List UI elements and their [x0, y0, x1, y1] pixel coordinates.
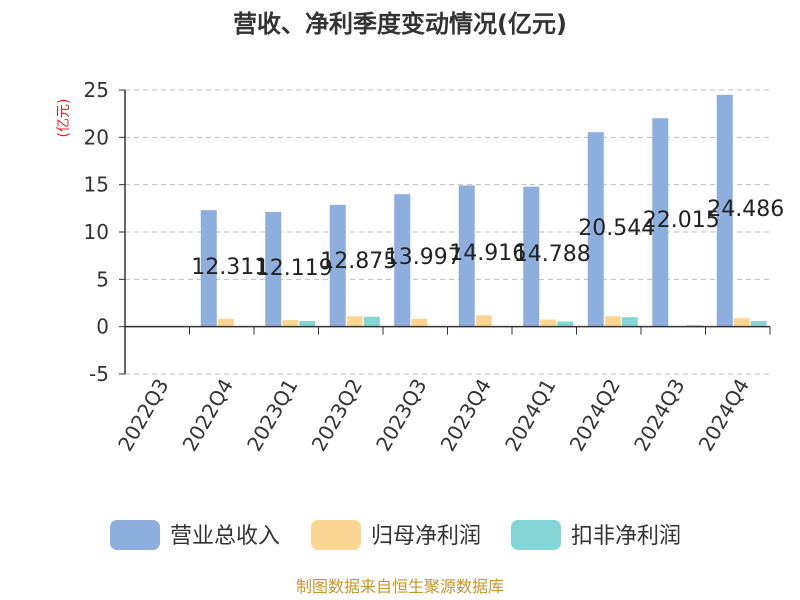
- y-tick-labels: -5 0 5 10 15 20 25: [84, 78, 125, 386]
- bar-revenue: [716, 94, 733, 327]
- bar-deducted-net-profit: [363, 316, 380, 327]
- legend-label: 营业总收入: [170, 524, 280, 549]
- data-labels: 12.31112.11912.87513.99714.91614.78820.5…: [191, 197, 784, 281]
- x-tick-label: 2023Q1: [242, 375, 302, 456]
- bar-net-profit: [733, 318, 750, 327]
- source-note: 制图数据来自恒生聚源数据库: [296, 577, 504, 596]
- x-tick-labels: 2022Q3 2022Q4 2023Q1 2023Q2 2023Q3 2023Q4 2024…: [113, 326, 771, 456]
- bar-net-profit: [411, 318, 428, 327]
- bars: [200, 94, 767, 328]
- legend-swatch: [311, 520, 361, 550]
- data-label: 12.875: [320, 249, 397, 274]
- data-label: 12.311: [191, 255, 268, 280]
- x-tick-label: 2023Q2: [307, 375, 367, 456]
- bar-revenue: [265, 211, 282, 327]
- legend-swatch: [110, 520, 160, 550]
- y-tick-label: 15: [84, 173, 109, 197]
- y-axis-label: (亿元): [56, 99, 72, 138]
- y-tick-label: 10: [84, 220, 109, 244]
- bar-deducted-net-profit: [750, 320, 767, 327]
- bar-net-profit: [475, 315, 492, 327]
- bar-revenue: [523, 186, 540, 327]
- legend: 营业总收入 归母净利润 扣非净利润: [110, 520, 681, 550]
- x-tick-label: 2024Q1: [500, 375, 560, 456]
- bar-net-profit: [540, 319, 557, 327]
- x-tick-label: 2024Q4: [694, 375, 754, 456]
- bar-revenue: [329, 204, 346, 327]
- x-tick-label: 2024Q3: [629, 375, 689, 456]
- bar-net-profit: [604, 316, 621, 327]
- bar-revenue: [394, 194, 411, 327]
- bar-revenue: [200, 210, 217, 327]
- legend-label: 归母净利润: [371, 524, 481, 549]
- x-tick-label: 2022Q4: [178, 375, 238, 456]
- x-tick-label: 2023Q4: [436, 375, 496, 456]
- bar-revenue: [587, 132, 604, 327]
- y-tick-label: 5: [96, 267, 109, 291]
- bar-deducted-net-profit: [299, 320, 316, 327]
- y-tick-label: 25: [84, 78, 109, 102]
- x-tick-label: 2024Q2: [565, 375, 625, 456]
- data-label: 14.788: [514, 242, 591, 267]
- bar-deducted-net-profit: [557, 321, 574, 327]
- chart-title: 营收、净利季度变动情况(亿元): [233, 10, 567, 38]
- bar-net-profit: [217, 318, 234, 327]
- bar-net-profit: [282, 320, 299, 327]
- data-label: 22.015: [643, 208, 720, 233]
- bar-net-profit: [346, 316, 363, 327]
- data-label: 13.997: [385, 245, 462, 270]
- x-tick-label: 2023Q3: [371, 375, 431, 456]
- y-tick-label: 20: [84, 125, 109, 149]
- legend-label: 扣非净利润: [571, 524, 681, 549]
- y-tick-label: -5: [89, 362, 109, 386]
- data-label: 12.119: [256, 256, 333, 281]
- data-label: 14.916: [449, 241, 526, 266]
- y-tick-label: 0: [96, 315, 109, 339]
- bar-revenue: [652, 118, 669, 327]
- legend-swatch: [511, 520, 561, 550]
- data-label: 20.544: [578, 216, 655, 241]
- x-tick-label: 2022Q3: [113, 375, 173, 456]
- data-label: 24.486: [707, 197, 784, 222]
- bar-deducted-net-profit: [621, 317, 638, 327]
- bar-revenue: [458, 185, 475, 327]
